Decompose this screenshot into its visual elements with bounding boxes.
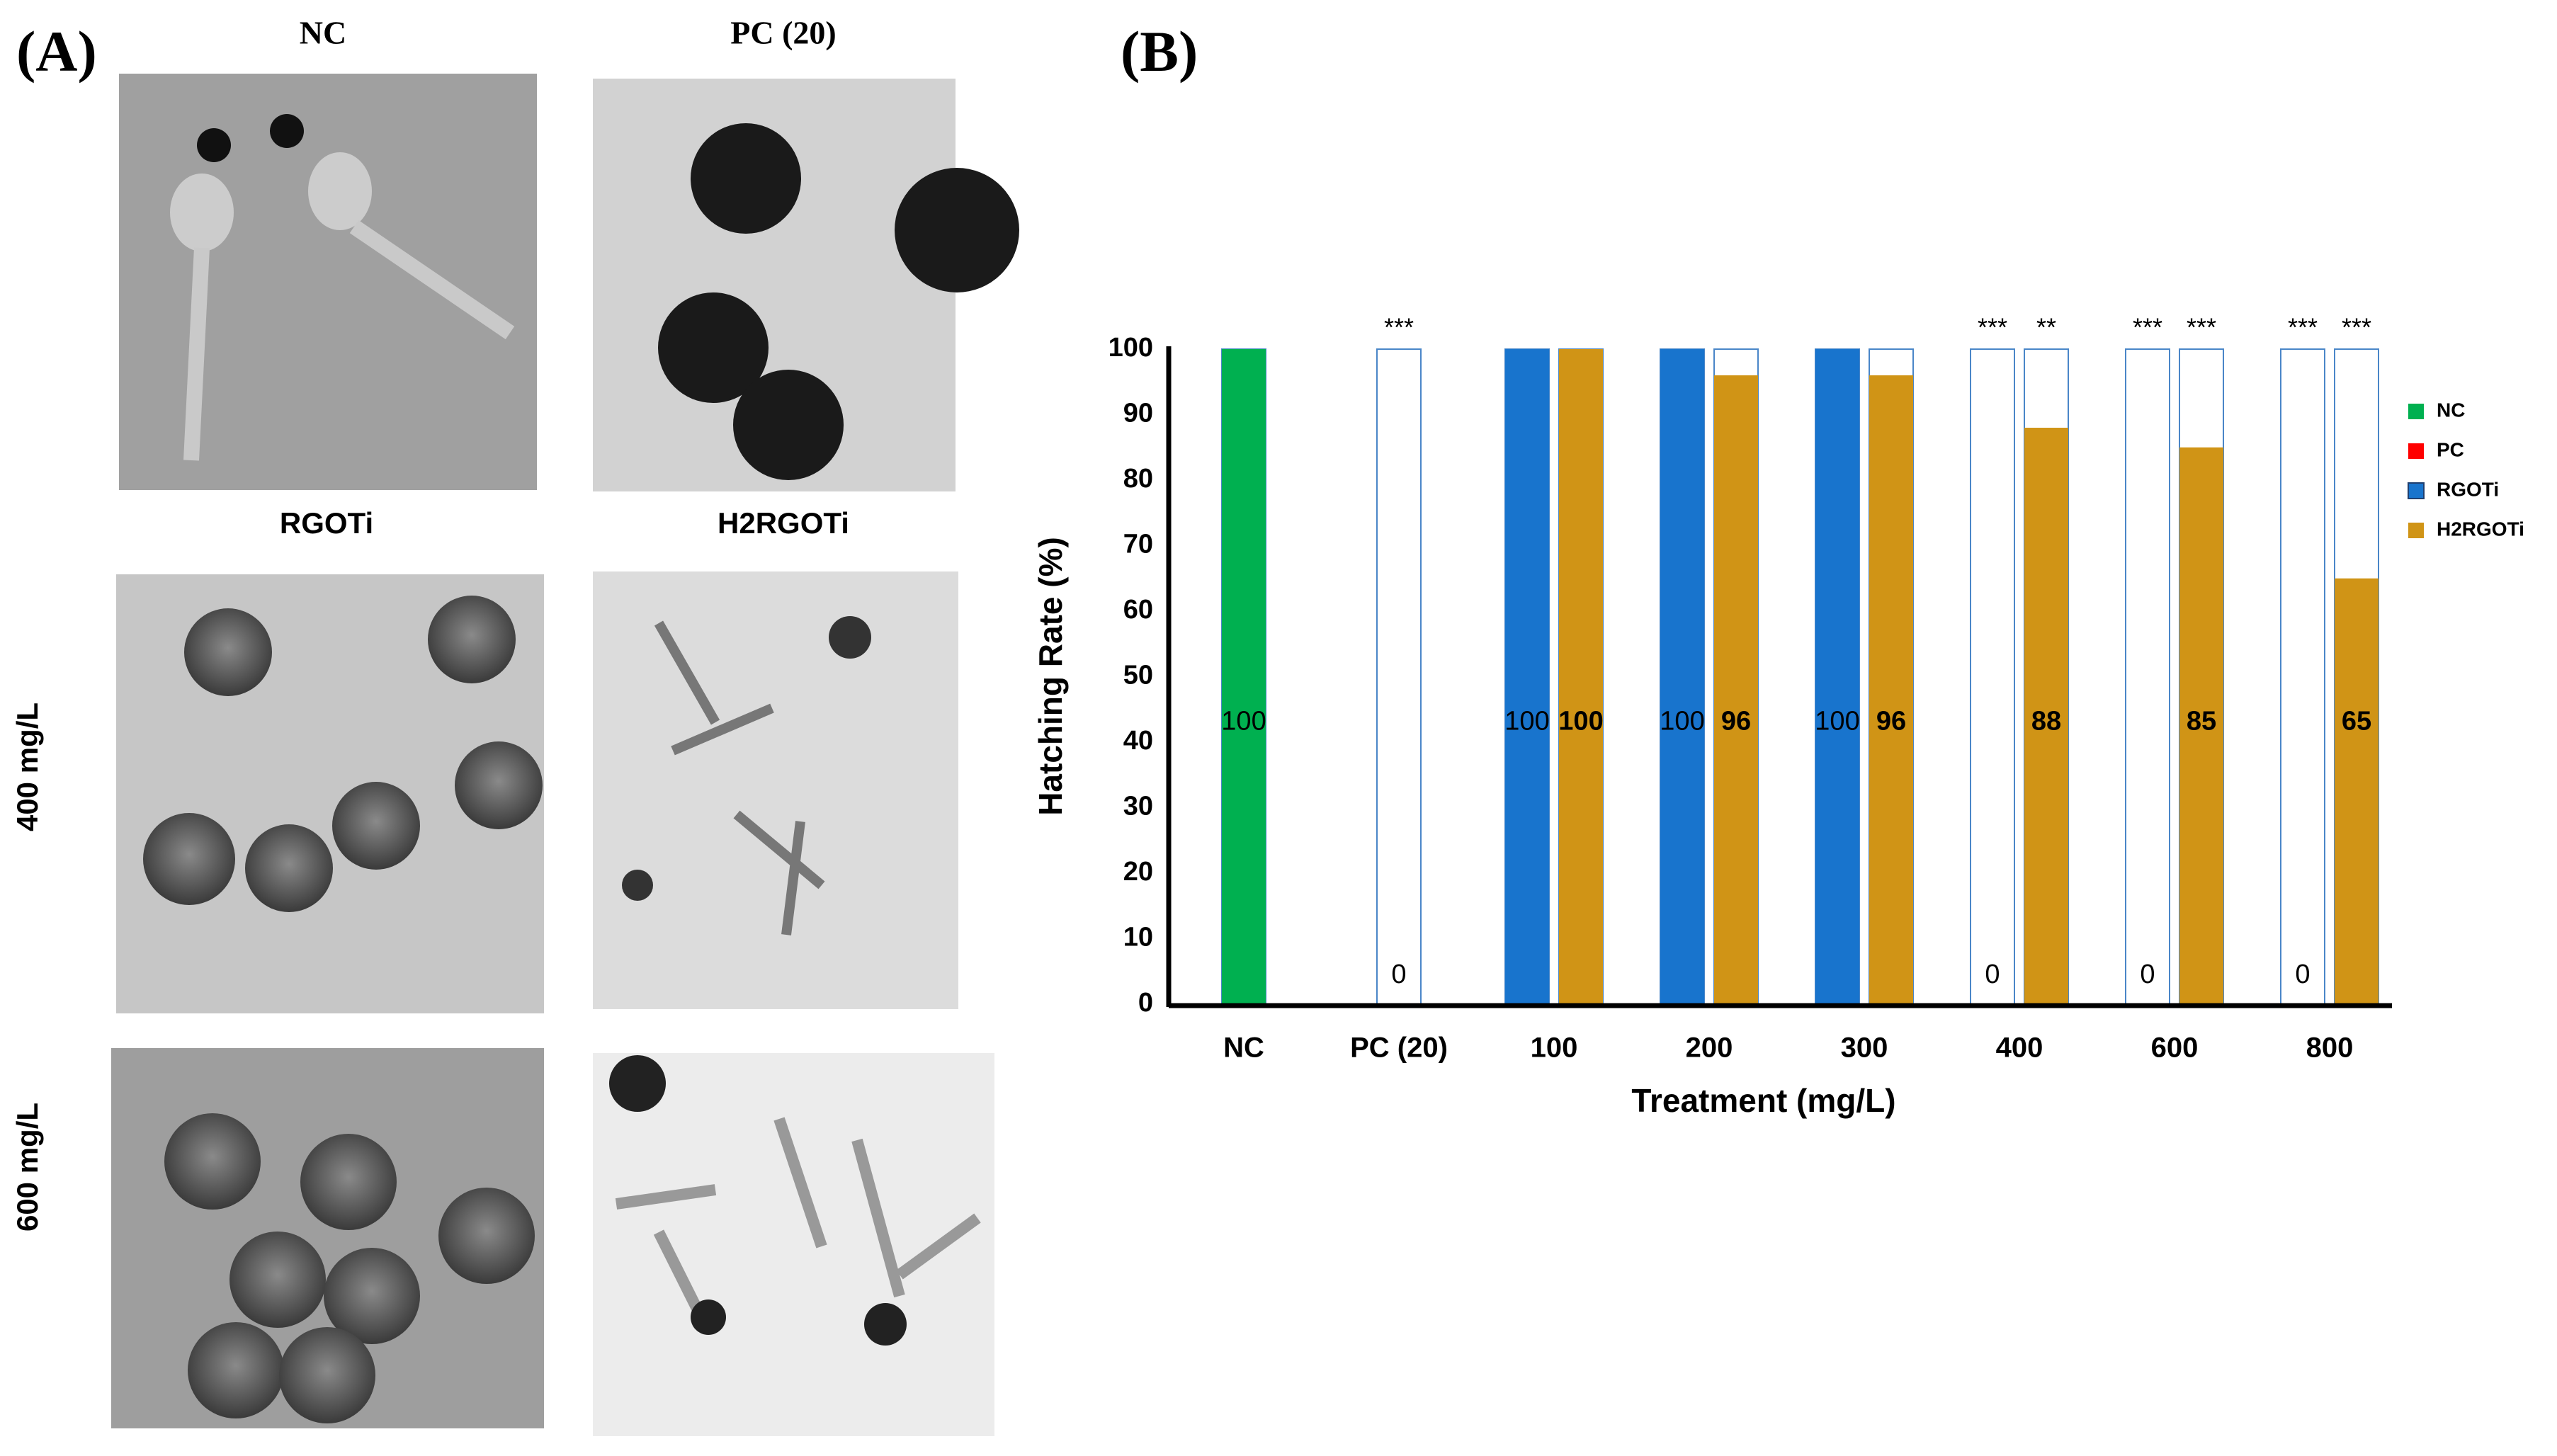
bar	[2335, 578, 2379, 1004]
significance: ***	[2133, 313, 2162, 342]
bar-outline	[2280, 348, 2325, 1005]
legend-label: NC	[2437, 399, 2465, 421]
x-tick-label: NC	[1223, 1033, 1264, 1064]
data-label: 100	[1660, 706, 1704, 736]
significance: ***	[2288, 313, 2318, 342]
bar	[1815, 349, 1859, 1004]
photo	[119, 74, 537, 490]
panel-label: (B)	[1121, 19, 1198, 84]
data-label: 100	[1221, 706, 1266, 736]
data-label: 96	[1876, 706, 1906, 736]
x-axis-label: Treatment (mg/L)	[1631, 1082, 1895, 1119]
data-label: 85	[2187, 706, 2216, 736]
photo-title: PC (20)	[730, 15, 836, 51]
x-tick-label: 400	[1996, 1033, 2043, 1064]
photo	[111, 1048, 544, 1428]
bar	[1714, 375, 1758, 1004]
data-label: 88	[2031, 706, 2061, 736]
y-tick-label: 30	[1123, 792, 1153, 821]
legend-label: RGOTi	[2437, 478, 2499, 500]
bar	[1222, 349, 1266, 1004]
bar	[2179, 447, 2223, 1004]
legend-swatch	[2408, 404, 2424, 419]
y-tick-label: 40	[1123, 726, 1153, 756]
photo-title: H2RGOTi	[718, 506, 849, 540]
significance: **	[2036, 313, 2056, 342]
significance: ***	[2342, 313, 2371, 342]
data-label: 100	[1815, 706, 1859, 736]
x-tick-label: 600	[2151, 1033, 2199, 1064]
photo	[593, 571, 958, 1009]
bar	[1660, 349, 1704, 1004]
data-label: 65	[2342, 706, 2371, 736]
x-tick-label: 100	[1531, 1033, 1578, 1064]
data-label: 100	[1558, 706, 1603, 736]
y-tick-label: 20	[1123, 857, 1153, 887]
photo	[593, 1053, 994, 1436]
legend-label: PC	[2437, 438, 2464, 460]
panel-a: (A) NC PC (20) RGOTi H2RGOTi 400 mg/L 60…	[11, 15, 1019, 1436]
data-label: 0	[2140, 960, 2155, 989]
legend-swatch	[2408, 523, 2424, 538]
bar	[2024, 428, 2068, 1004]
y-tick-label: 50	[1123, 661, 1153, 690]
panel-label: (A)	[16, 19, 97, 84]
legend-label: H2RGOTi	[2437, 518, 2524, 540]
bar	[1559, 349, 1603, 1004]
row-label: 600 mg/L	[11, 1103, 44, 1232]
y-tick-label: 100	[1109, 333, 1153, 363]
x-tick-label: PC (20)	[1350, 1033, 1448, 1064]
x-tick-label: 200	[1686, 1033, 1733, 1064]
y-tick-label: 80	[1123, 464, 1153, 494]
y-tick-label: 0	[1138, 988, 1153, 1018]
data-label: 96	[1721, 706, 1751, 736]
y-tick-label: 90	[1123, 399, 1153, 428]
bar-outline	[2125, 348, 2170, 1005]
bar	[1505, 349, 1549, 1004]
legend-swatch	[2408, 443, 2424, 459]
data-label: 0	[2295, 960, 2310, 989]
y-axis-label: Hatching Rate (%)	[1032, 537, 1069, 816]
data-label: 0	[1985, 960, 2000, 989]
x-tick-label: 300	[1841, 1033, 1888, 1064]
y-tick-label: 10	[1123, 923, 1153, 952]
photo-title: RGOTi	[280, 506, 373, 540]
row-label: 400 mg/L	[11, 703, 44, 831]
photo	[593, 79, 1019, 491]
photo	[116, 574, 544, 1013]
plot: 0 10 20 30 40 50 60 70 80 90 100 NC 100 PC (20) 0 *** 10…	[1109, 313, 2524, 1064]
bar-outline	[1970, 348, 2015, 1005]
data-label: 0	[1391, 960, 1406, 989]
y-tick-label: 70	[1123, 530, 1153, 559]
significance: ***	[1978, 313, 2007, 342]
significance: ***	[2187, 313, 2216, 342]
photo-title: NC	[300, 15, 346, 51]
bar-outline	[1376, 348, 1422, 1005]
bar	[1869, 375, 1913, 1004]
x-tick-label: 800	[2306, 1033, 2354, 1064]
data-label: 100	[1504, 706, 1549, 736]
legend-swatch	[2408, 482, 2425, 499]
y-tick-label: 60	[1123, 595, 1153, 625]
significance: ***	[1384, 313, 1414, 342]
